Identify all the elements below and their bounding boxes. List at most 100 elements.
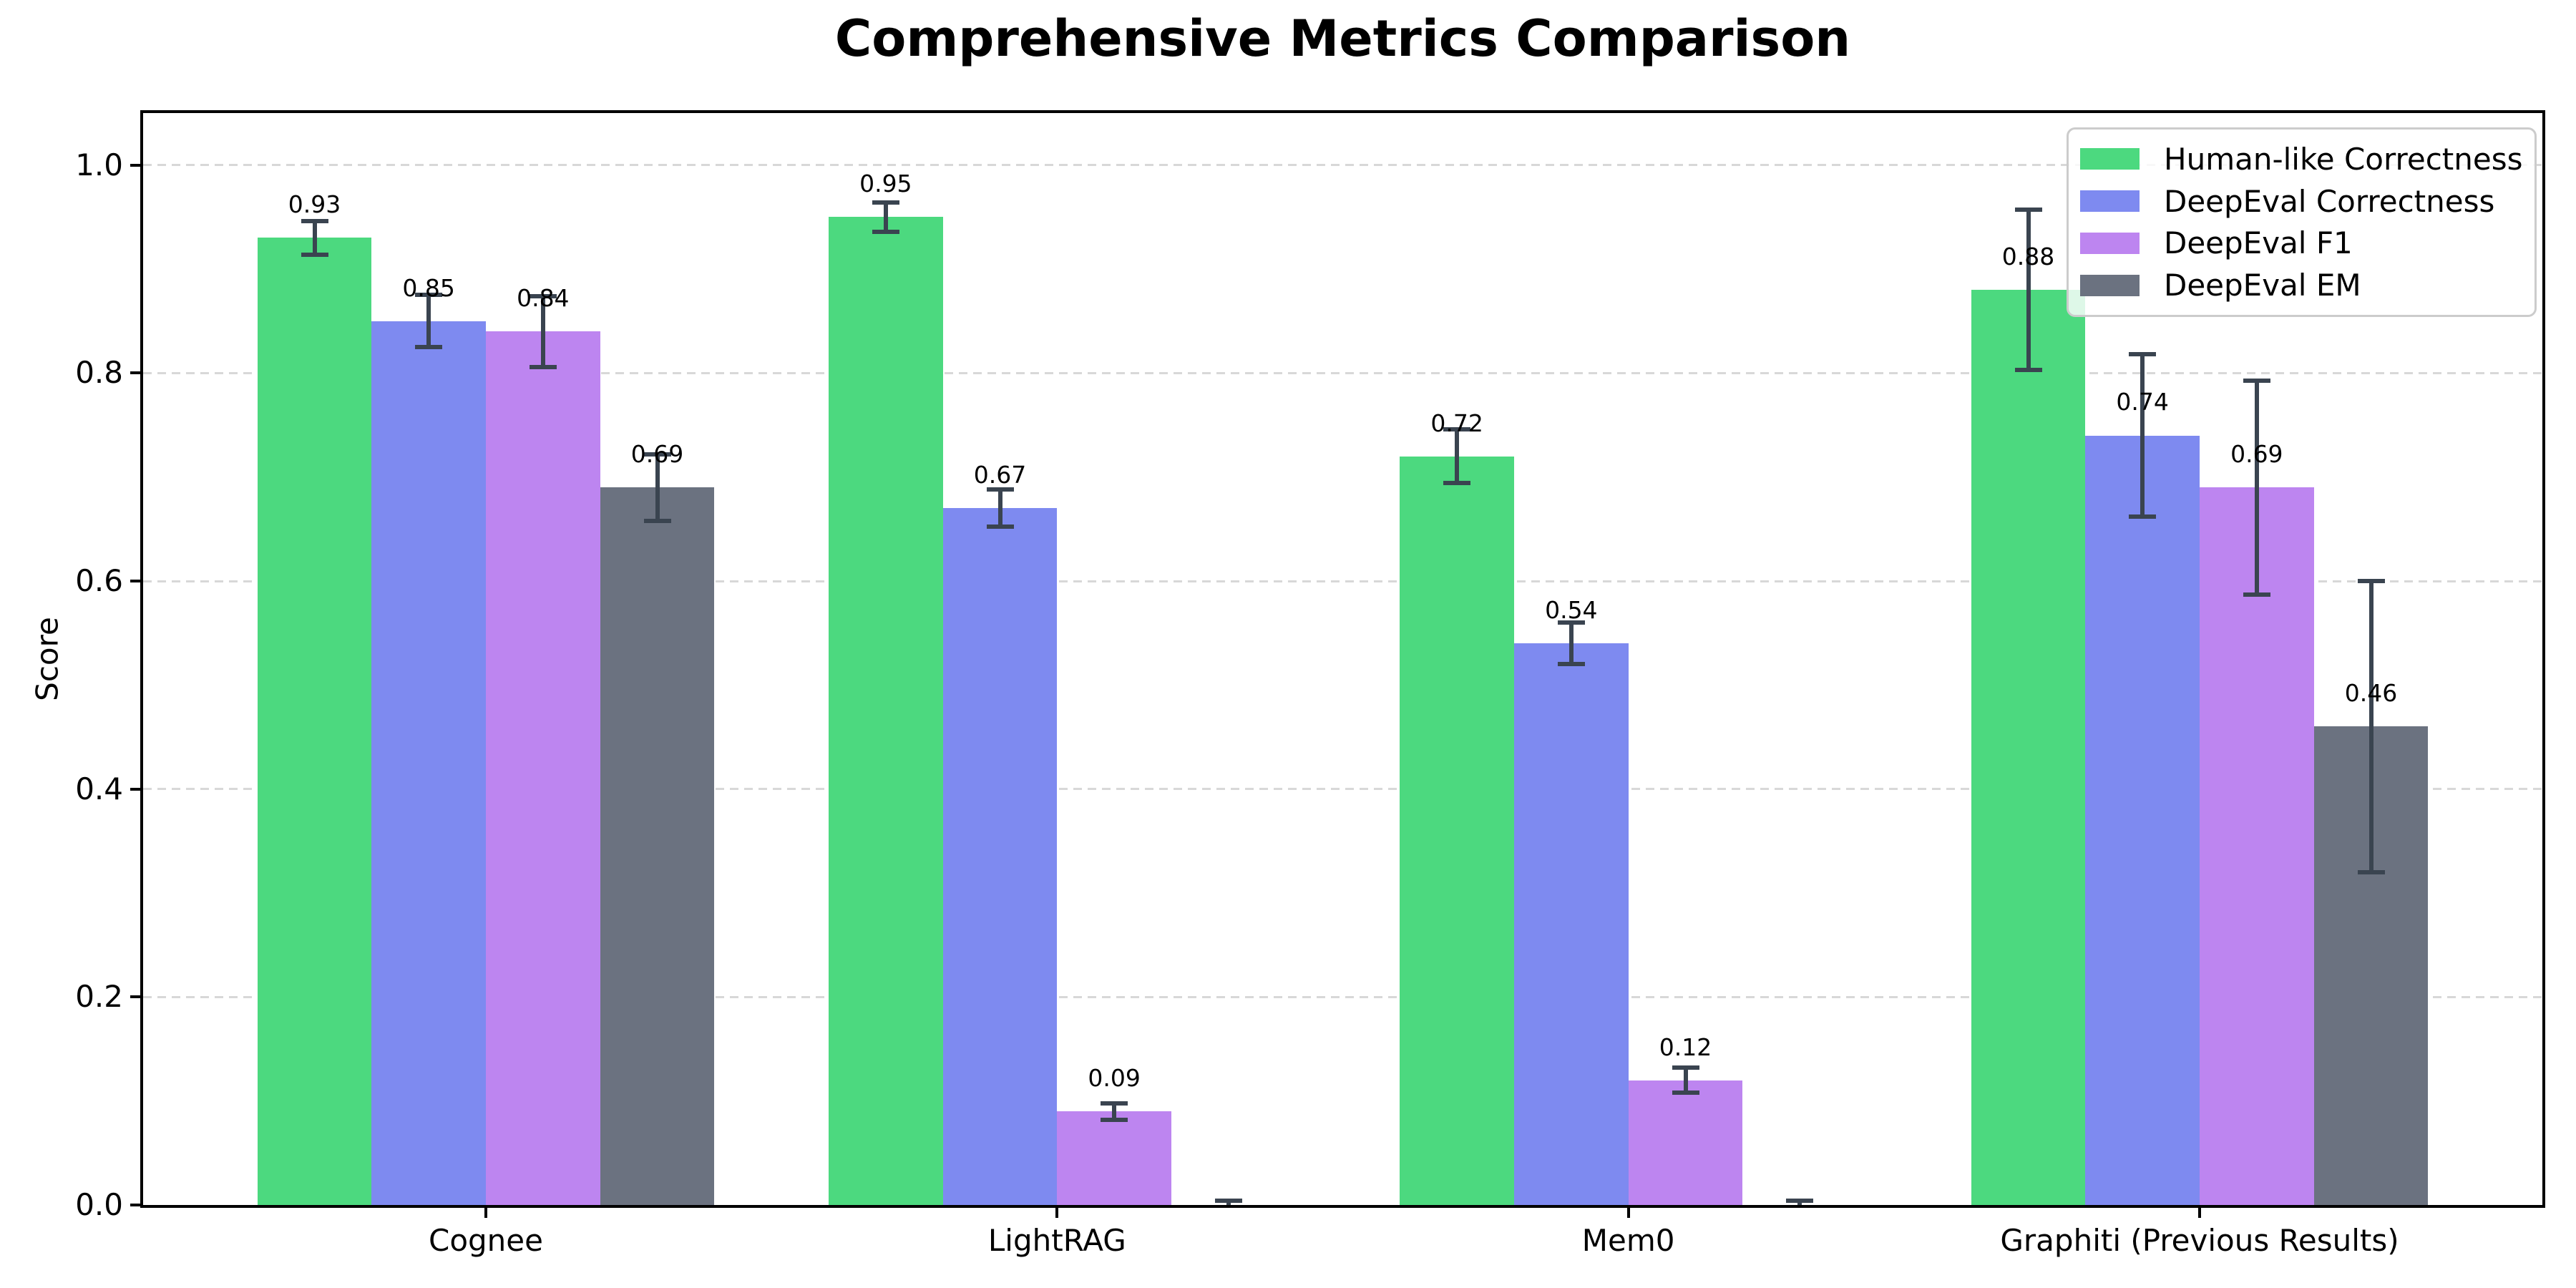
legend-label-deepeval-f1: DeepEval F1 (2164, 225, 2353, 261)
bar-mem0-human-like-correctness (1400, 456, 1514, 1205)
y-tick-label-1-0: 1.0 (75, 147, 123, 182)
y-tick-mark-0-6 (130, 580, 143, 582)
value-label-graphiti-previous-results-deepeval-f1: 0.69 (2230, 440, 2283, 469)
legend-label-deepeval-em: DeepEval EM (2164, 268, 2361, 303)
error-cap-bottom-graphiti-previous-results-human-like-correctness (2014, 367, 2042, 372)
value-label-mem0-human-like-correctness: 0.72 (1430, 409, 1483, 437)
error-bar-lightrag-deepeval-f1 (1112, 1103, 1117, 1120)
error-cap-bottom-cognee-deepeval-f1 (529, 364, 557, 369)
value-label-graphiti-previous-results-human-like-correctness: 0.88 (2001, 243, 2055, 270)
error-cap-top-cognee-deepeval-f1 (529, 293, 557, 298)
x-tick-mark-cognee (484, 1205, 487, 1218)
y-tick-label-0-4: 0.4 (75, 771, 123, 806)
y-tick-mark-0-0 (130, 1204, 143, 1206)
error-cap-bottom-graphiti-previous-results-deepeval-f1 (2243, 592, 2270, 597)
gridline-y-0-8 (143, 371, 2542, 374)
error-cap-bottom-lightrag-deepeval-correctness (986, 525, 1014, 530)
error-cap-bottom-cognee-human-like-correctness (301, 252, 328, 257)
error-cap-top-lightrag-deepeval-correctness (986, 487, 1014, 492)
error-cap-bottom-graphiti-previous-results-deepeval-correctness (2129, 514, 2157, 519)
gridline-y-0-6 (143, 580, 2542, 582)
error-cap-top-graphiti-previous-results-deepeval-correctness (2129, 352, 2157, 357)
error-cap-bottom-mem0-deepeval-f1 (1672, 1091, 1699, 1096)
chart-title: Comprehensive Metrics Comparison (834, 9, 1851, 68)
legend-item-deepeval-em: DeepEval EM (2080, 265, 2520, 306)
error-bar-graphiti-previous-results-human-like-correctness (2026, 210, 2031, 370)
error-bar-lightrag-deepeval-correctness (997, 489, 1002, 527)
error-cap-top-cognee-human-like-correctness (301, 219, 328, 224)
error-bar-graphiti-previous-results-deepeval-em (2368, 581, 2373, 872)
bar-cognee-deepeval-correctness (371, 321, 486, 1205)
error-bar-mem0-deepeval-f1 (1683, 1068, 1688, 1093)
legend-swatch-human-like-correctness (2080, 148, 2140, 170)
y-tick-mark-0-8 (130, 371, 143, 375)
gridline-y-0-4 (143, 788, 2542, 791)
error-bar-graphiti-previous-results-deepeval-f1 (2254, 380, 2259, 595)
y-tick-mark-1-0 (130, 163, 143, 167)
value-label-lightrag-human-like-correctness: 0.95 (859, 170, 912, 198)
error-bar-cognee-deepeval-correctness (426, 295, 431, 347)
value-label-lightrag-deepeval-correctness: 0.67 (973, 461, 1027, 489)
bar-lightrag-human-like-correctness (829, 217, 943, 1205)
error-cap-top-mem0-deepeval-correctness (1557, 620, 1585, 625)
error-bar-cognee-deepeval-f1 (540, 296, 545, 367)
y-tick-label-0-8: 0.8 (75, 355, 123, 391)
x-tick-mark-mem0 (1626, 1205, 1630, 1218)
error-cap-bottom-mem0-human-like-correctness (1443, 481, 1471, 486)
legend: Human-like Correctness DeepEval Correctne… (2067, 127, 2537, 317)
bar-cognee-deepeval-f1 (486, 331, 600, 1205)
error-cap-bottom-lightrag-deepeval-f1 (1101, 1117, 1128, 1122)
y-tick-label-0-6: 0.6 (75, 563, 123, 598)
bar-lightrag-deepeval-correctness (942, 508, 1058, 1205)
x-tick-label-mem0: Mem0 (1581, 1223, 1675, 1258)
legend-label-deepeval-correctness: DeepEval Correctness (2164, 183, 2495, 219)
x-tick-mark-graphiti-previous-results (2198, 1205, 2201, 1218)
error-cap-bottom-graphiti-previous-results-deepeval-em (2357, 869, 2385, 874)
y-tick-label-0-2: 0.2 (75, 979, 123, 1015)
value-label-mem0-deepeval-f1: 0.12 (1659, 1033, 1712, 1061)
error-bar-graphiti-previous-results-deepeval-correctness (2140, 354, 2145, 517)
error-cap-bottom-mem0-deepeval-correctness (1557, 662, 1585, 667)
plot-area: 0.93 0.95 0.72 0.88 0.85 0.67 0.54 0.74 0.84 0.09… (143, 113, 2542, 1205)
y-axis-label: Score (29, 617, 65, 701)
x-tick-mark-lightrag (1055, 1205, 1059, 1218)
value-label-cognee-deepeval-em: 0.69 (630, 440, 684, 469)
gridline-y-1-0 (143, 164, 2542, 167)
y-tick-mark-0-2 (130, 995, 143, 999)
error-cap-top-mem0-deepeval-em (1786, 1199, 1814, 1204)
gridline-y-0-2 (143, 995, 2542, 998)
error-cap-bottom-cognee-deepeval-correctness (415, 345, 443, 349)
error-cap-top-lightrag-human-like-correctness (872, 200, 899, 205)
error-cap-top-lightrag-deepeval-em (1214, 1199, 1242, 1204)
error-cap-top-cognee-deepeval-em (643, 452, 671, 457)
legend-item-deepeval-correctness: DeepEval Correctness (2080, 180, 2520, 222)
legend-swatch-deepeval-em (2080, 274, 2140, 296)
error-cap-top-mem0-human-like-correctness (1443, 426, 1471, 431)
error-cap-top-graphiti-previous-results-deepeval-em (2357, 579, 2385, 583)
value-label-graphiti-previous-results-deepeval-em: 0.46 (2344, 679, 2398, 708)
error-cap-top-lightrag-deepeval-f1 (1101, 1101, 1128, 1106)
bar-graphiti-previous-results-human-like-correctness (1971, 290, 2086, 1205)
bar-cognee-deepeval-em (600, 487, 715, 1205)
value-label-lightrag-deepeval-f1: 0.09 (1088, 1064, 1141, 1093)
error-cap-bottom-cognee-deepeval-em (643, 518, 671, 523)
error-bar-mem0-human-like-correctness (1455, 429, 1460, 484)
value-label-cognee-deepeval-f1: 0.84 (517, 284, 570, 313)
error-cap-top-mem0-deepeval-f1 (1672, 1065, 1699, 1070)
error-cap-top-graphiti-previous-results-deepeval-f1 (2243, 378, 2270, 383)
error-bar-lightrag-human-like-correctness (883, 202, 888, 232)
value-label-cognee-deepeval-correctness: 0.85 (402, 273, 455, 302)
bar-graphiti-previous-results-deepeval-f1 (2200, 487, 2314, 1205)
error-cap-bottom-lightrag-human-like-correctness (872, 229, 899, 234)
legend-item-human-like-correctness: Human-like Correctness (2080, 138, 2523, 180)
error-bar-cognee-human-like-correctness (312, 221, 317, 255)
bar-mem0-deepeval-f1 (1628, 1080, 1743, 1205)
x-tick-label-cognee: Cognee (429, 1223, 543, 1258)
bar-cognee-human-like-correctness (257, 238, 372, 1205)
value-label-cognee-human-like-correctness: 0.93 (288, 190, 341, 219)
error-cap-top-graphiti-previous-results-human-like-correctness (2014, 208, 2042, 213)
y-tick-mark-0-4 (130, 787, 143, 791)
error-cap-top-cognee-deepeval-correctness (415, 293, 443, 298)
legend-item-deepeval-f1: DeepEval F1 (2080, 223, 2520, 264)
